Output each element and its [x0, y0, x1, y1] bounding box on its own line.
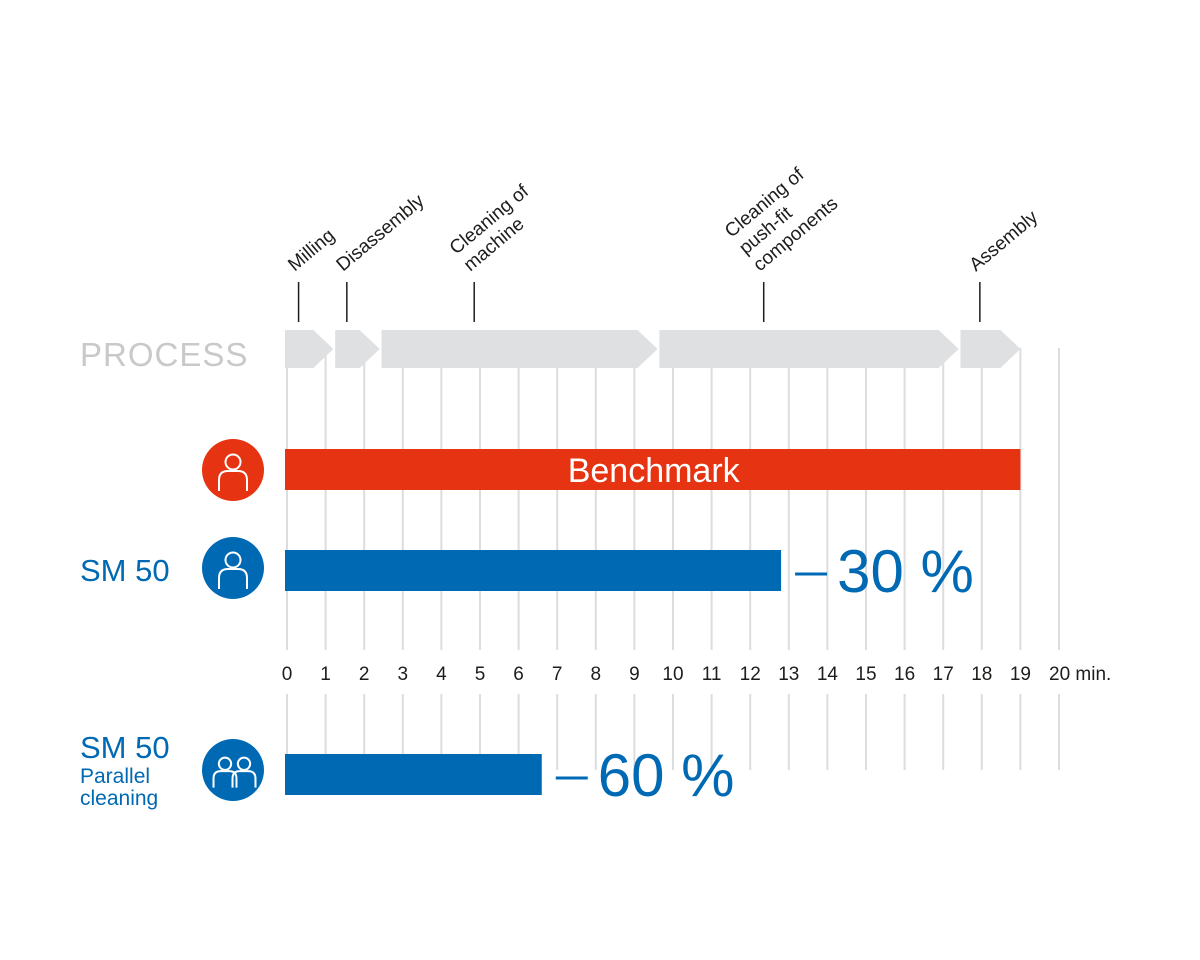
single-person-icon — [202, 439, 264, 501]
bar-label: Benchmark — [568, 452, 741, 490]
process-step-arrow — [285, 330, 334, 368]
process-step-label: Milling — [284, 225, 339, 276]
bar-sm-50-parallel-cleaning — [285, 754, 542, 795]
person-head — [224, 453, 242, 471]
process-step-arrow — [659, 330, 959, 368]
process-step-arrow — [381, 330, 658, 368]
bar-sm-50 — [285, 550, 782, 591]
row-label: SM 50 — [80, 730, 170, 765]
row-label: cleaning — [80, 787, 158, 810]
person-body — [218, 568, 248, 589]
person-head — [217, 756, 233, 771]
person-head — [236, 756, 252, 771]
tick-label: 15 — [855, 664, 876, 685]
tick-label: 10 — [662, 664, 683, 685]
process-label: PROCESS — [80, 336, 248, 373]
process-step-label: Disassembly — [333, 190, 429, 276]
process-step-arrow — [335, 330, 380, 368]
bar-benchmark — [285, 449, 1021, 490]
tick-label: 3 — [398, 664, 409, 685]
process-step-label-line: Assembly — [966, 206, 1043, 275]
reduction-annotation: 30 % — [837, 538, 974, 605]
person-body — [212, 770, 238, 788]
process-step-label: Assembly — [966, 206, 1043, 275]
tick-label: 8 — [591, 664, 602, 685]
process-step-label-line: Disassembly — [333, 190, 429, 276]
tick-label: 12 — [740, 664, 761, 685]
two-persons-icon — [202, 739, 264, 801]
tick-label: 16 — [894, 664, 915, 685]
tick-label: 13 — [778, 664, 799, 685]
tick-label: 18 — [971, 664, 992, 685]
tick-label: 6 — [513, 664, 524, 685]
tick-label-with-unit: 20 min. — [1049, 664, 1111, 685]
tick-label: 0 — [282, 664, 293, 685]
tick-label: 19 — [1010, 664, 1031, 685]
person-body — [218, 470, 248, 491]
person-body — [231, 770, 257, 788]
row-label: SM 50 — [80, 553, 170, 588]
tick-label: 4 — [436, 664, 447, 685]
person-head — [224, 551, 242, 569]
tick-label: 17 — [933, 664, 954, 685]
single-person-icon — [202, 537, 264, 599]
process-step-label-line: Milling — [284, 225, 339, 276]
tick-label: 7 — [552, 664, 563, 685]
tick-label: 2 — [359, 664, 370, 685]
tick-label: 14 — [817, 664, 839, 685]
reduction-annotation: 60 % — [598, 742, 735, 809]
row-label: Parallel — [80, 765, 150, 788]
tick-label: 1 — [320, 664, 331, 685]
icon-circle — [202, 739, 264, 801]
process-step-arrow — [960, 330, 1021, 368]
tick-label: 11 — [702, 664, 722, 685]
tick-label: 9 — [629, 664, 640, 685]
tick-label: 5 — [475, 664, 486, 685]
